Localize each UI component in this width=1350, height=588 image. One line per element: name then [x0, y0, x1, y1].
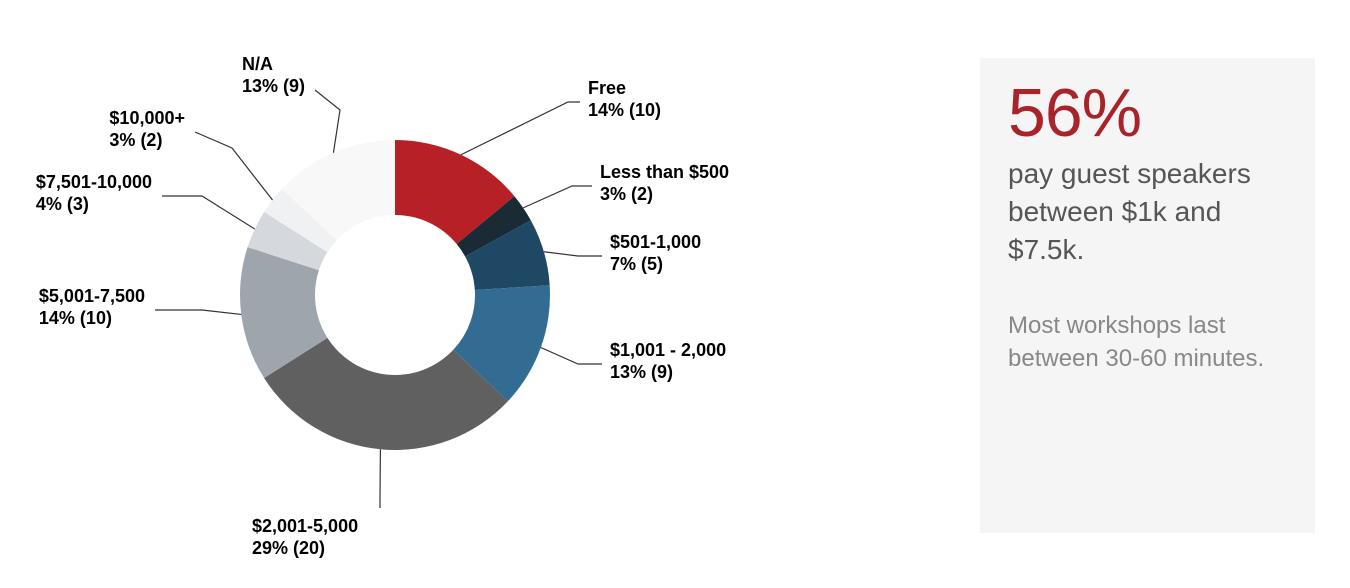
- slice-label-5: $5,001-7,50014% (10): [39, 286, 145, 329]
- leader-line-5: [155, 310, 241, 314]
- leader-line-6: [162, 196, 255, 229]
- slice-label-2: $501-1,0007% (5): [610, 232, 701, 275]
- leader-line-1: [523, 186, 592, 208]
- slice-label-0: Free14% (10): [588, 78, 661, 121]
- leader-line-8: [315, 90, 340, 153]
- stat-percentage: 56%: [1008, 78, 1287, 149]
- stat-footnote: Most workshops last between 30-60 minute…: [1008, 309, 1287, 376]
- leader-line-7: [195, 132, 273, 200]
- slice-label-7: $10,000+3% (2): [109, 108, 185, 151]
- slice-label-1: Less than $5003% (2): [600, 162, 729, 205]
- leader-line-0: [461, 102, 580, 155]
- slice-label-8: N/A13% (9): [242, 54, 305, 97]
- leader-line-2: [544, 252, 602, 256]
- slice-label-6: $7,501-10,0004% (3): [36, 172, 152, 215]
- stat-sidebar: 56% pay guest speakers between $1k and $…: [980, 58, 1315, 533]
- donut-chart-area: Free14% (10) Less than $5003% (2) $501-1,0…: [0, 0, 870, 588]
- leader-line-3: [541, 348, 602, 364]
- slice-label-3: $1,001 - 2,00013% (9): [610, 340, 726, 383]
- slice-label-4: $2,001-5,00029% (20): [252, 516, 358, 559]
- stat-description: pay guest speakers between $1k and $7.5k…: [1008, 155, 1287, 268]
